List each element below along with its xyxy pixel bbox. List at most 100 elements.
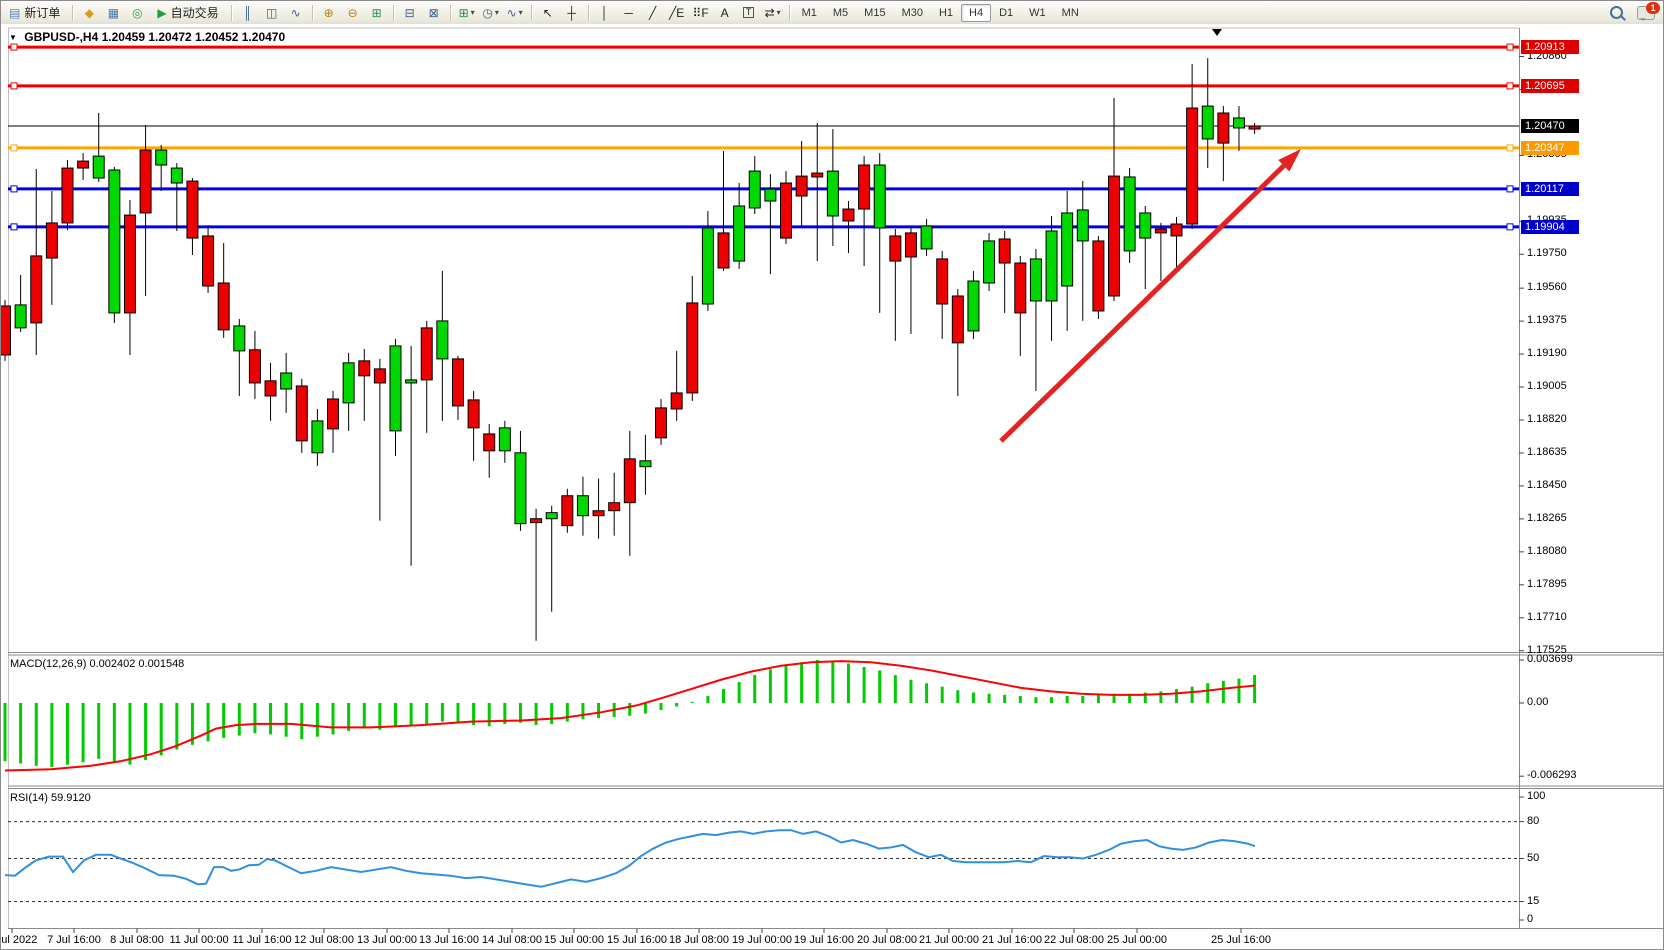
text-tool-icon[interactable]: A <box>714 3 736 23</box>
time-tick-label: 11 Jul 16:00 <box>232 934 292 946</box>
candle-body <box>561 495 574 527</box>
rsi-tick-label: 0 <box>1527 913 1534 925</box>
search-icon[interactable] <box>1610 6 1623 19</box>
level-line-handle[interactable] <box>1506 43 1514 51</box>
candle-body <box>373 368 386 384</box>
timeframe-w1-button[interactable]: W1 <box>1029 6 1046 19</box>
candle-body <box>748 170 761 209</box>
tile-windows-icon[interactable]: ⊞ <box>366 3 388 23</box>
toolbar-separator <box>449 4 451 21</box>
time-tick-label: 20 Jul 08:00 <box>857 934 917 946</box>
equidistant-channel-tool-icon[interactable]: ╱E <box>666 3 688 23</box>
line-chart-type-icon: ∿ <box>290 5 301 20</box>
text-tool-icon: A <box>720 5 729 20</box>
candle-body <box>920 225 933 250</box>
level-line-handle[interactable] <box>1506 144 1514 152</box>
auto-trading-button[interactable]: ▶ 自动交易 <box>150 2 225 23</box>
candle-body <box>842 208 855 222</box>
candle-body <box>358 360 371 377</box>
cursor-tool-icon[interactable]: ↖ <box>537 3 559 23</box>
candle-body <box>858 164 871 210</box>
crosshair-tool-icon: ┼ <box>567 5 576 20</box>
toolbar-separator <box>788 4 790 21</box>
chart-window: ▼ GBPUSD-,H4 1.20459 1.20472 1.20452 1.2… <box>1 24 1663 949</box>
crosshair-tool-icon[interactable]: ┼ <box>561 3 583 23</box>
period-selector-button[interactable]: ◷ ▾ <box>480 3 502 23</box>
level-line-handle[interactable] <box>1506 82 1514 90</box>
level-line-handle[interactable] <box>10 185 18 193</box>
price-tick-label: 1.19005 <box>1527 380 1567 393</box>
candle-body <box>951 295 964 344</box>
symbol-title: ▼ GBPUSD-,H4 1.20459 1.20472 1.20452 1.2… <box>9 30 285 44</box>
indicators-icon: ∿ <box>506 5 517 20</box>
level-line-handle[interactable] <box>10 43 18 51</box>
time-tick-label: 14 Jul 08:00 <box>482 934 542 946</box>
signals-icon[interactable]: ◎ <box>126 3 148 23</box>
candle-body <box>1123 176 1136 252</box>
macd-values: 0.002402 0.001548 <box>89 658 185 670</box>
timeframe-h1-button[interactable]: H1 <box>938 6 954 19</box>
bar-chart-type-icon[interactable]: ║ <box>237 3 259 23</box>
zoom-in-icon[interactable]: ⊕ <box>318 3 340 23</box>
level-line-handle[interactable] <box>10 82 18 90</box>
candle-body <box>45 222 58 259</box>
zoom-out-icon[interactable]: ⊖ <box>342 3 364 23</box>
candle-body <box>92 155 105 179</box>
candle-body <box>327 398 340 430</box>
candle-body <box>1014 262 1027 314</box>
candle-body <box>483 433 496 452</box>
candle-body <box>686 302 699 394</box>
timeframe-m5-button[interactable]: M5 <box>832 6 849 19</box>
candle-body <box>795 175 808 197</box>
timeframe-h4-button[interactable]: H4 <box>961 3 992 22</box>
level-line-handle[interactable] <box>1506 223 1514 231</box>
timeframe-m1-button[interactable]: M1 <box>801 6 817 19</box>
new-order-button[interactable]: ▤ 新订单 <box>2 2 67 23</box>
text-label-tool-icon: T <box>742 7 755 18</box>
candle-body <box>1248 125 1261 130</box>
fibonacci-tool-icon[interactable]: ⠿F <box>690 3 712 23</box>
vertical-line-tool-icon[interactable]: │ <box>594 3 616 23</box>
zoom-out-icon: ⊖ <box>347 5 358 20</box>
toolbar-separator <box>311 4 313 21</box>
price-tick-label: 1.18450 <box>1527 478 1567 491</box>
horizontal-line-tool-icon[interactable]: ─ <box>618 3 640 23</box>
candle-body <box>1092 240 1105 312</box>
level-line-handle[interactable] <box>1506 185 1514 193</box>
candle-body <box>936 258 949 305</box>
timeframe-mn-button[interactable]: MN <box>1061 6 1079 19</box>
level-line-handle[interactable] <box>10 223 18 231</box>
time-tick-label: 22 Jul 08:00 <box>1044 934 1104 946</box>
timeframe-d1-button[interactable]: D1 <box>999 6 1014 19</box>
candle-body <box>639 460 652 468</box>
market-watch-icon[interactable]: ◆ <box>78 3 100 23</box>
candlestick-type-icon[interactable]: ◫ <box>261 3 283 23</box>
arrows-tool-button[interactable]: ⇄ ▾ <box>762 3 784 23</box>
symbol-dropdown-caret[interactable]: ▼ <box>9 33 17 42</box>
timeframe-m30-button[interactable]: M30 <box>901 6 923 19</box>
candle-body <box>873 164 886 229</box>
rsi-tick-label: 50 <box>1527 851 1540 864</box>
macd-tick-label: -0.006293 <box>1527 769 1577 782</box>
timeframe-m15-button[interactable]: M15 <box>864 6 886 19</box>
new-chart-button[interactable]: ⊞ ▾ <box>456 3 478 23</box>
candle-body <box>467 399 480 429</box>
text-label-tool-icon[interactable]: T <box>738 3 760 23</box>
rsi-indicator-label: RSI(14) 59.9120 <box>10 792 91 804</box>
chat-icon[interactable]: 1 <box>1637 1 1660 21</box>
trendline-tool-icon[interactable]: ╱ <box>642 3 664 23</box>
time-tick-label: 19 Jul 00:00 <box>732 934 792 946</box>
cascade-charts-icon[interactable]: ⊠ <box>423 3 445 23</box>
candle-body <box>436 320 449 360</box>
price-tick-label: 1.18080 <box>1527 544 1567 557</box>
candle-body <box>405 379 418 384</box>
line-chart-type-icon[interactable]: ∿ <box>285 3 307 23</box>
signals-icon: ◎ <box>132 5 143 20</box>
price-tick-label: 1.17710 <box>1527 610 1567 623</box>
arrange-charts-icon[interactable]: ⊟ <box>399 3 421 23</box>
chart-window-icon[interactable]: ▦ <box>102 3 124 23</box>
candle-body <box>764 188 777 202</box>
level-line-handle[interactable] <box>10 144 18 152</box>
toolbar-separator <box>72 4 74 21</box>
indicators-button[interactable]: ∿ ▾ <box>504 3 526 23</box>
